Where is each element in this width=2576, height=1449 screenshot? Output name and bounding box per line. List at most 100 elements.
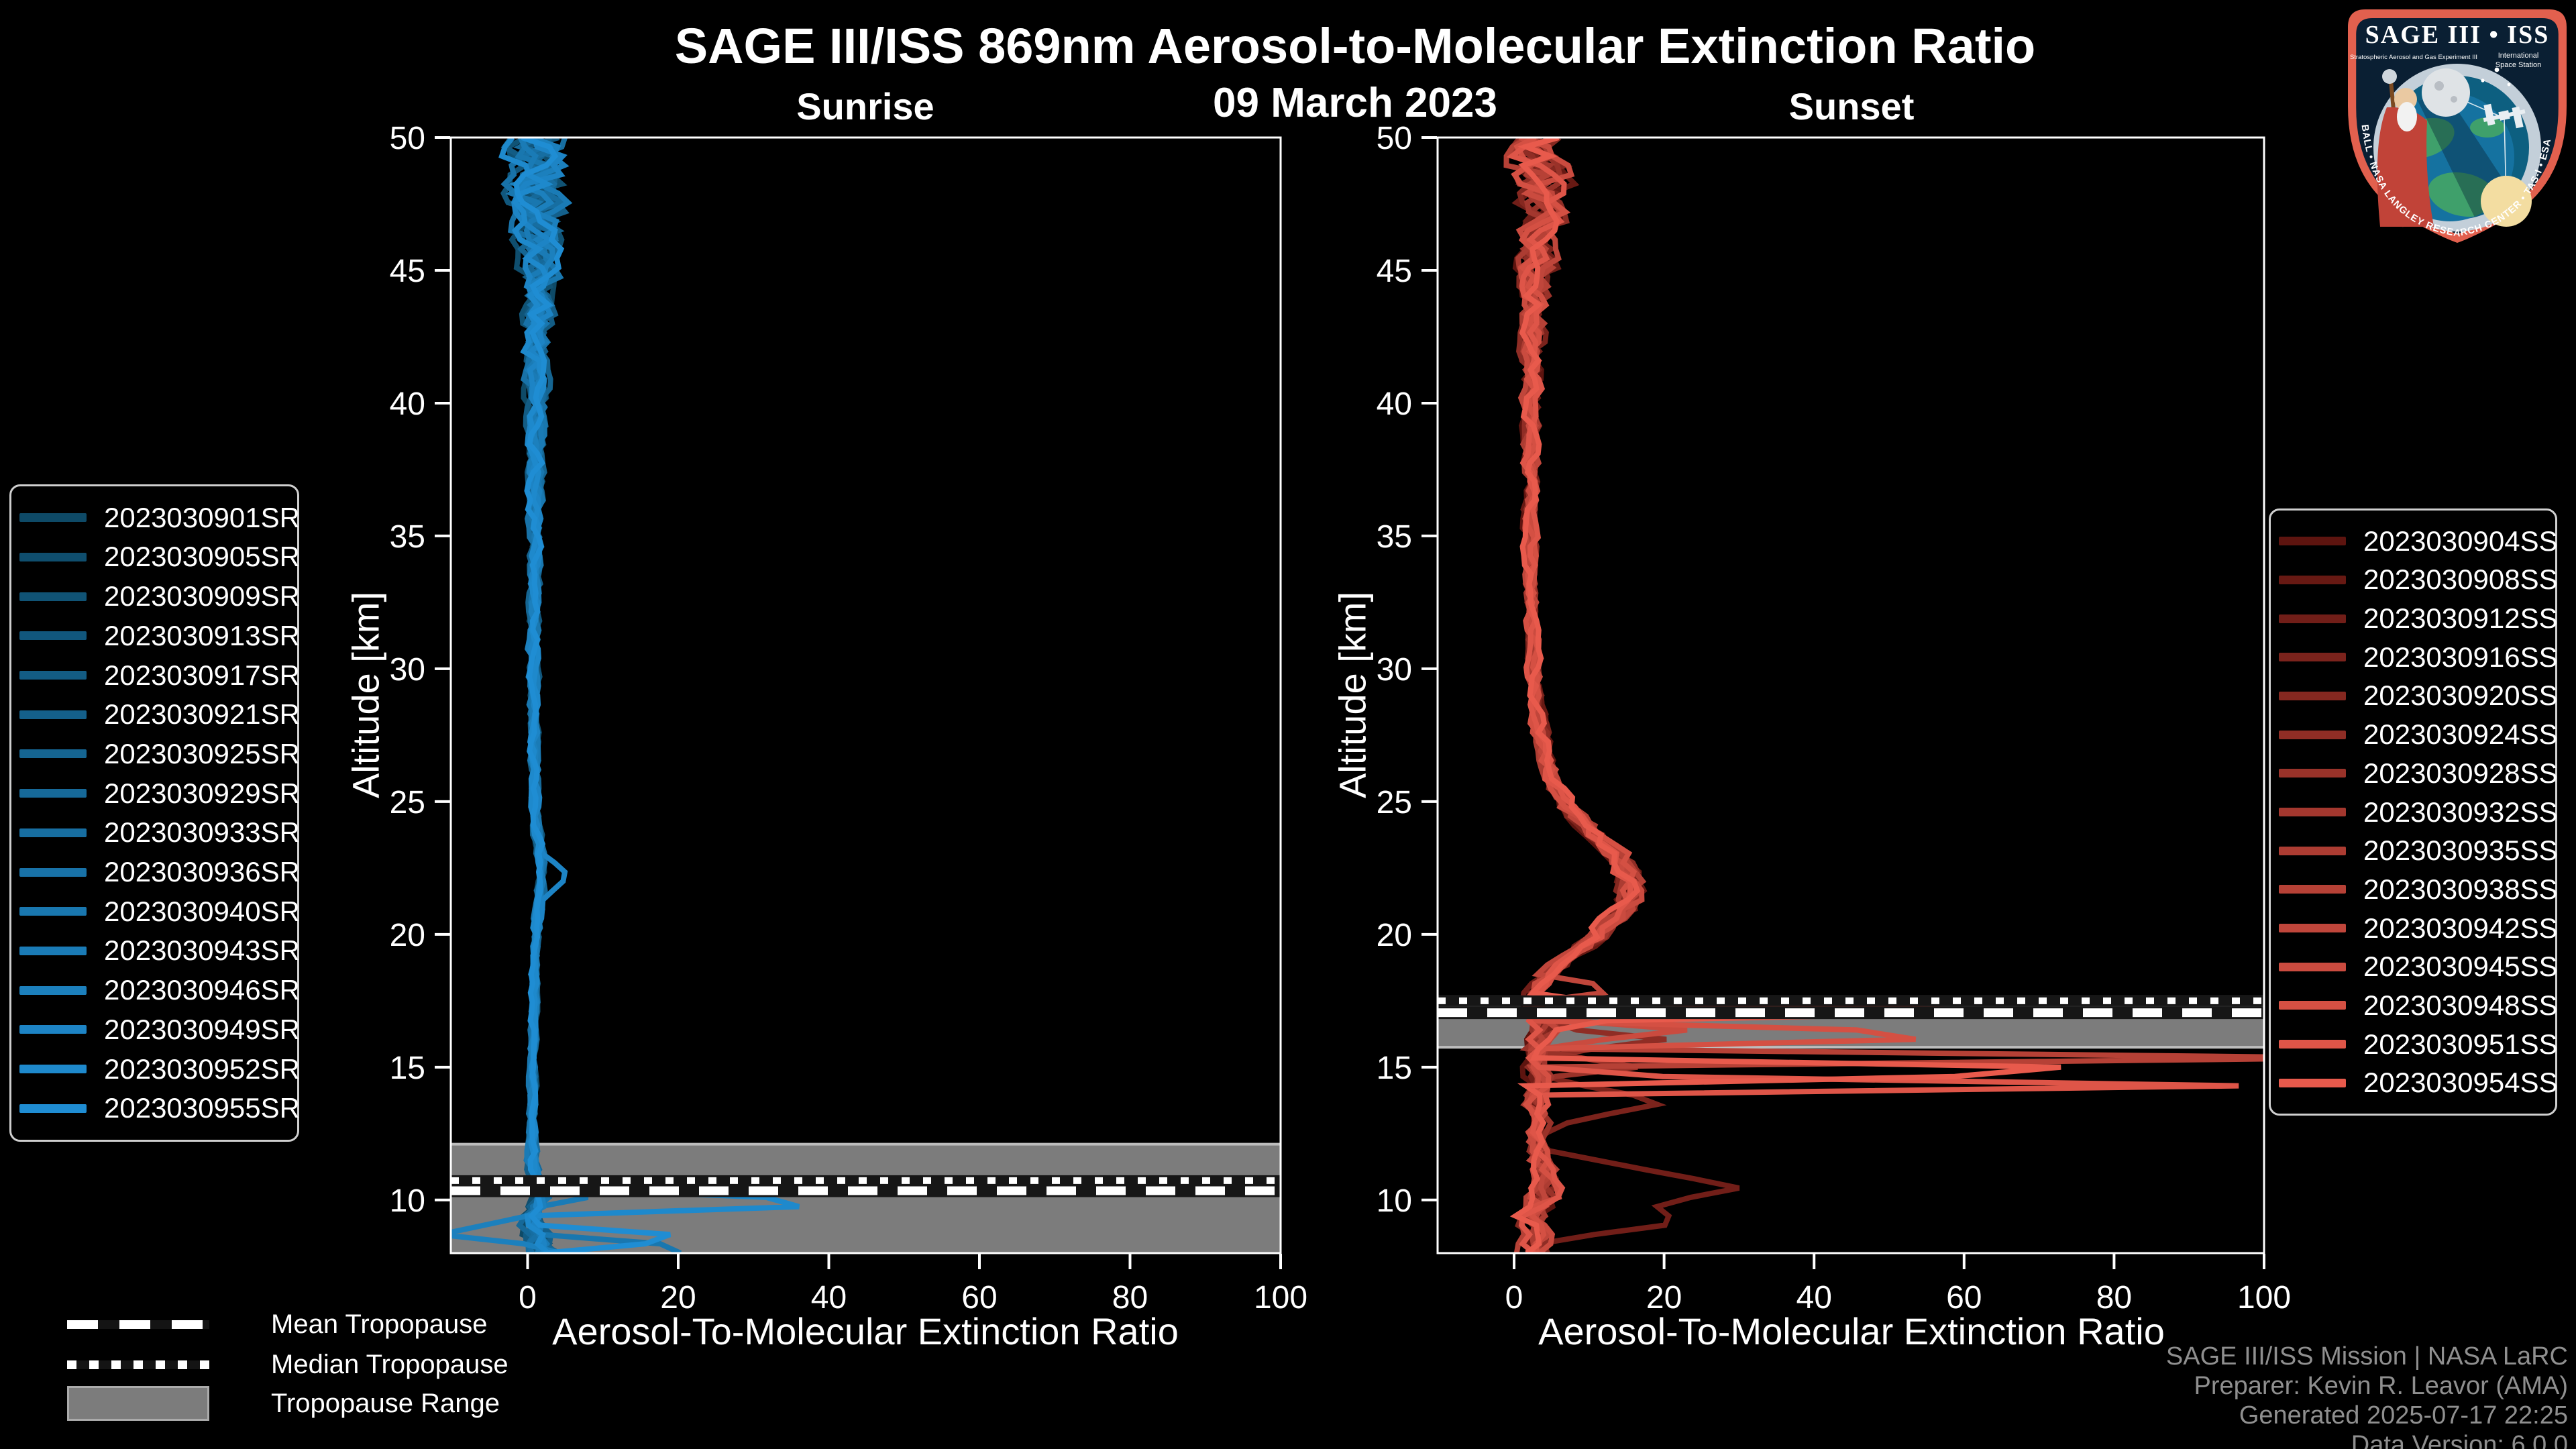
logo-iss bbox=[2483, 103, 2526, 129]
legend-label: 2023030940SR bbox=[104, 895, 300, 927]
profile-line bbox=[513, 138, 672, 1253]
attribution-version: Data Version: 6.0.0 bbox=[2351, 1431, 2568, 1449]
legend-label: 2023030912SS bbox=[2363, 602, 2558, 635]
legend-item: 2023030942SS bbox=[2271, 912, 2558, 945]
legend-item: 2023030921SR bbox=[11, 698, 300, 731]
legend-label: 2023030945SS bbox=[2363, 951, 2558, 983]
legend-swatch bbox=[2279, 653, 2346, 662]
y-tick-label: 45 bbox=[1377, 254, 1412, 289]
y-tick-label: 50 bbox=[1377, 121, 1412, 156]
legend-item: 2023030908SS bbox=[2271, 564, 2558, 596]
y-axis-label-sunrise: Altitude [km] bbox=[344, 591, 387, 799]
attribution-mission: SAGE III/ISS Mission | NASA LaRC bbox=[2165, 1342, 2568, 1371]
legend-label: 2023030951SS bbox=[2363, 1028, 2558, 1060]
legend-item: 2023030932SS bbox=[2271, 796, 2558, 828]
sunset-panel-title: Sunset bbox=[1788, 85, 1915, 127]
attribution-generated: Generated 2025-07-17 22:25 bbox=[2239, 1401, 2568, 1430]
legend-item: 2023030949SR bbox=[11, 1014, 300, 1046]
legend-swatch bbox=[19, 946, 87, 955]
y-tick-label: 30 bbox=[390, 652, 425, 688]
tropopause-range-legend-item: Tropopause Range bbox=[67, 1386, 500, 1421]
legend-label: 2023030954SS bbox=[2363, 1067, 2558, 1099]
legend-item: 2023030946SR bbox=[11, 974, 300, 1006]
legend-item: 2023030938SS bbox=[2271, 873, 2558, 906]
logo-sun bbox=[2481, 176, 2532, 227]
legend-label: 2023030904SS bbox=[2363, 525, 2558, 557]
legend-swatch bbox=[2279, 691, 2346, 700]
figure-date: 09 March 2023 bbox=[1213, 80, 1497, 126]
mean-tropopause-label: Mean Tropopause bbox=[271, 1309, 488, 1339]
legend-swatch bbox=[2279, 885, 2346, 894]
legend-swatch bbox=[19, 867, 87, 877]
legend-label: 2023030908SS bbox=[2363, 564, 2558, 596]
legend-swatch bbox=[2279, 1078, 2346, 1087]
legend-swatch bbox=[2279, 575, 2346, 584]
mission-logo: SAGE III • ISS Stratospheric Aerosol and… bbox=[2345, 5, 2569, 247]
legend-item: 2023030954SS bbox=[2271, 1067, 2558, 1099]
legend-swatch bbox=[19, 828, 87, 837]
legend-label: 2023030946SR bbox=[104, 974, 300, 1006]
legend-label: 2023030943SR bbox=[104, 934, 300, 967]
legend-item: 2023030945SS bbox=[2271, 951, 2558, 983]
y-tick-label: 50 bbox=[390, 121, 425, 156]
sunrise-plot: 10 15 20 25 30 35 40 45 50 0 20 40 60 80 100 bbox=[390, 121, 1307, 1316]
median-tropopause-dot-swatch bbox=[67, 1360, 209, 1369]
legend-label: 2023030948SS bbox=[2363, 989, 2558, 1021]
legend-item: 2023030940SR bbox=[11, 895, 300, 928]
legend-item: 2023030905SR bbox=[11, 541, 300, 573]
legend-swatch bbox=[2279, 962, 2346, 971]
x-axis-label-sunset: Aerosol-To-Molecular Extinction Ratio bbox=[1538, 1310, 2165, 1352]
y-tick-label: 40 bbox=[1377, 386, 1412, 422]
legend-swatch bbox=[2279, 537, 2346, 546]
legend-label: 2023030942SS bbox=[2363, 912, 2558, 944]
tropopause-range-label: Tropopause Range bbox=[271, 1388, 500, 1418]
figure-title: SAGE III/ISS 869nm Aerosol-to-Molecular … bbox=[674, 18, 2036, 74]
legend-item: 2023030916SS bbox=[2271, 641, 2558, 674]
legend-item: 2023030929SR bbox=[11, 777, 300, 810]
legend-label: 2023030925SR bbox=[104, 737, 300, 769]
legend-item: 2023030933SR bbox=[11, 816, 300, 849]
x-tick-label: 40 bbox=[811, 1280, 847, 1316]
legend-item: 2023030925SR bbox=[11, 737, 300, 770]
legend-item: 2023030943SR bbox=[11, 934, 300, 967]
sunset-legend: 2023030904SS 2023030908SS 2023030912SS 2023… bbox=[2269, 508, 2558, 1116]
y-tick-label: 35 bbox=[1377, 519, 1412, 555]
plot-frame bbox=[449, 136, 1282, 1254]
legend-item: 2023030901SR bbox=[11, 501, 300, 534]
legend-label: 2023030901SR bbox=[104, 501, 300, 533]
x-tick-label: 60 bbox=[1946, 1280, 1982, 1316]
legend-item: 2023030913SR bbox=[11, 620, 300, 652]
legend-swatch bbox=[2279, 614, 2346, 623]
legend-label: 2023030924SS bbox=[2363, 718, 2558, 751]
median-tropopause-label: Median Tropopause bbox=[271, 1350, 508, 1379]
y-tick-label: 10 bbox=[390, 1183, 425, 1219]
legend-item: 2023030928SS bbox=[2271, 757, 2558, 790]
legend-label: 2023030920SS bbox=[2363, 680, 2558, 712]
y-tick-label: 35 bbox=[390, 519, 425, 555]
sunset-plot: 10 15 20 25 30 35 40 45 50 0 20 40 60 80 100 bbox=[1377, 121, 2291, 1316]
sunrise-panel-title: Sunrise bbox=[796, 85, 934, 127]
tropopause-range-band bbox=[451, 1144, 1281, 1253]
x-tick-label: 20 bbox=[1646, 1280, 1682, 1316]
legend-swatch bbox=[19, 552, 87, 561]
legend-item: 2023030917SR bbox=[11, 659, 300, 692]
legend-label: 2023030938SS bbox=[2363, 873, 2558, 905]
x-tick-label: 0 bbox=[1505, 1280, 1523, 1316]
y-tick-label: 20 bbox=[1377, 918, 1412, 953]
legend-item: 2023030909SR bbox=[11, 580, 300, 612]
x-axis-label-sunrise: Aerosol-To-Molecular Extinction Ratio bbox=[552, 1310, 1179, 1352]
y-tick-label: 30 bbox=[1377, 652, 1412, 688]
x-tick-label: 0 bbox=[519, 1280, 537, 1316]
y-tick-label: 20 bbox=[390, 918, 425, 953]
legend-swatch bbox=[2279, 808, 2346, 816]
logo-stars bbox=[2481, 67, 2511, 87]
legend-label: 2023030936SR bbox=[104, 856, 300, 888]
y-axis-label-sunset: Altitude [km] bbox=[1331, 591, 1374, 799]
logo-subtitle-right-1: International bbox=[2498, 52, 2539, 60]
legend-swatch bbox=[19, 513, 87, 523]
logo-title: SAGE III • ISS bbox=[2365, 21, 2550, 49]
x-tick-label: 100 bbox=[1254, 1280, 1307, 1316]
legend-label: 2023030952SR bbox=[104, 1053, 300, 1085]
legend-swatch bbox=[19, 1104, 87, 1113]
